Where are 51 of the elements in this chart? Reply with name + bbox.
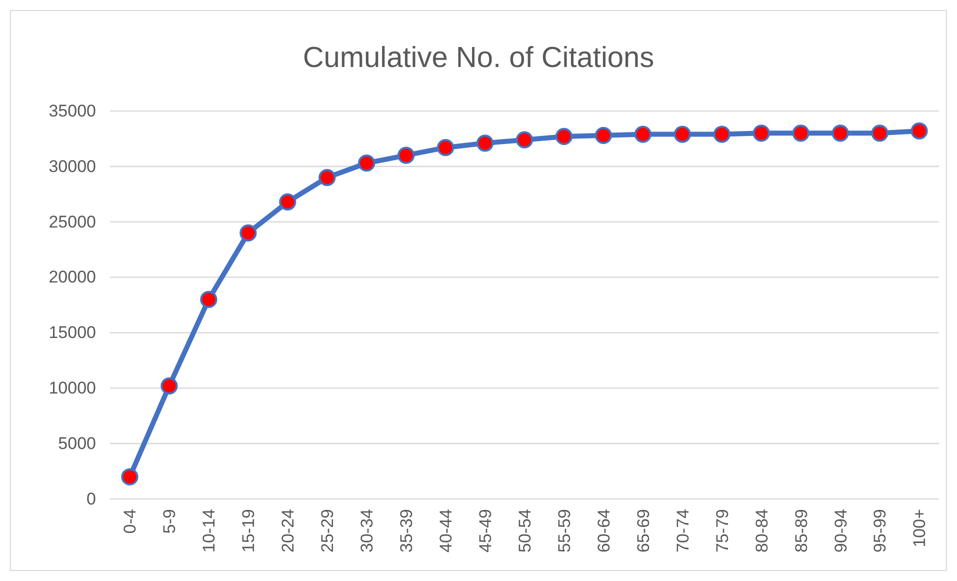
point [594, 126, 612, 144]
x-tick-label: 10-14 [200, 509, 219, 552]
y-tick-label: 15000 [48, 323, 96, 342]
point [516, 131, 534, 148]
point [358, 154, 376, 172]
point [674, 126, 691, 143]
y-tick-label: 25000 [48, 212, 96, 232]
x-tick-label: 75-79 [712, 509, 732, 552]
point [200, 290, 218, 308]
y-tick-label: 5000 [58, 434, 96, 454]
chart-title: Cumulative No. of Citations [302, 42, 654, 74]
x-tick-label: 60-64 [594, 509, 614, 552]
point [792, 124, 810, 142]
point [436, 139, 454, 156]
point [752, 124, 770, 142]
x-tick-label: 70-74 [673, 509, 692, 552]
x-tick-label: 85-89 [792, 509, 811, 552]
point [279, 193, 296, 210]
x-tick-label: 80-84 [752, 509, 772, 552]
point [121, 468, 138, 486]
point [398, 146, 415, 164]
x-tick-label: 50-54 [515, 509, 534, 552]
x-tick-label: 15-19 [239, 509, 258, 552]
point [476, 134, 494, 152]
x-tick-label: 100+ [910, 508, 930, 548]
point [555, 128, 573, 146]
y-tick-label: 0 [86, 489, 96, 508]
point [713, 126, 730, 143]
y-tick-label: 10000 [48, 378, 96, 398]
x-tick-label: 5-9 [160, 509, 180, 534]
point [634, 126, 652, 143]
x-tick-label: 45-49 [476, 509, 495, 552]
point [832, 124, 849, 142]
x-tick-label: 35-39 [397, 509, 416, 552]
x-tick-label: 40-44 [436, 509, 456, 552]
x-tick-label: 65-69 [634, 509, 653, 552]
y-tick-label: 35000 [48, 101, 96, 120]
x-tick-label: 30-34 [358, 509, 377, 552]
point [160, 377, 178, 394]
y-tick-label: 20000 [48, 268, 96, 287]
x-tick-label: 0-4 [120, 509, 140, 534]
x-tick-label: 95-99 [870, 509, 890, 552]
x-tick-label: 25-29 [318, 509, 338, 552]
x-tick-label: 90-94 [831, 509, 850, 552]
point [910, 122, 928, 140]
point [318, 168, 336, 186]
point [240, 224, 257, 242]
point [871, 124, 888, 142]
y-tick-label: 30000 [48, 156, 96, 176]
x-tick-label: 20-24 [278, 509, 298, 552]
x-tick-label: 55-59 [554, 509, 574, 552]
